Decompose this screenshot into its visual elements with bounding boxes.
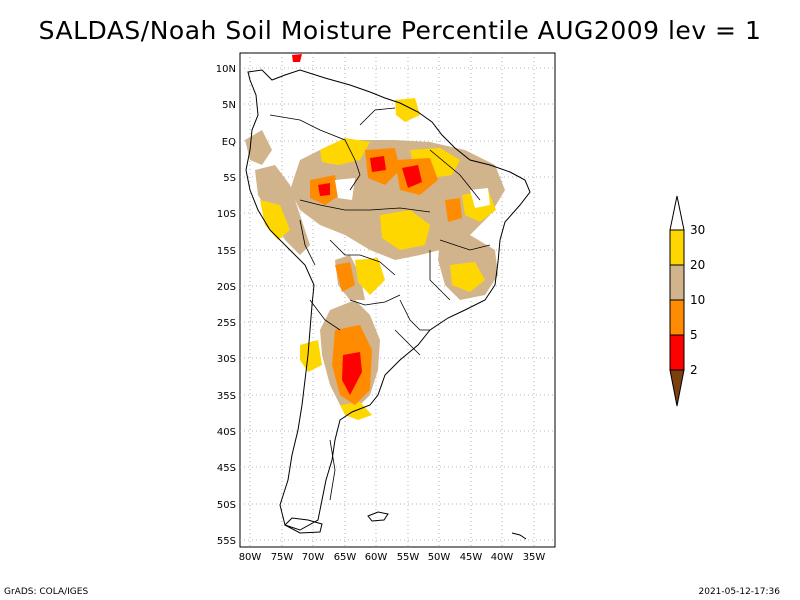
field-gap-1	[335, 178, 355, 200]
lat-label: 55S	[217, 536, 236, 547]
field-colombia-tan	[245, 130, 272, 165]
field-red-4	[318, 183, 330, 196]
lon-label: 55W	[397, 552, 420, 563]
percentile-fields	[245, 54, 505, 420]
tierra-del-fuego	[284, 517, 323, 534]
lon-label: 50W	[428, 552, 451, 563]
field-yellow-7	[340, 402, 372, 420]
lon-label: 45W	[460, 552, 483, 563]
page-title: SALDAS/Noah Soil Moisture Percentile AUG…	[38, 16, 762, 45]
lon-label: 80W	[239, 552, 262, 563]
lon-label: 75W	[271, 552, 294, 563]
map-frame	[239, 52, 556, 548]
lat-label: 10S	[217, 209, 236, 220]
lat-label: 30S	[217, 354, 236, 365]
lat-label: 5N	[222, 100, 236, 111]
lat-label: 25S	[217, 318, 236, 329]
field-yellow-4	[380, 210, 430, 250]
field-gap-2	[470, 188, 490, 208]
field-yellow-6	[260, 200, 290, 240]
falkland-islands	[367, 511, 389, 522]
lat-label: EQ	[222, 137, 236, 148]
lat-label: 10N	[216, 64, 236, 75]
country-borders	[269, 107, 491, 501]
lon-label: 70W	[302, 552, 325, 563]
lon-label: 65W	[334, 552, 357, 563]
field-yellow-8	[300, 340, 322, 372]
field-andes-tan	[255, 165, 310, 255]
field-orange-5	[335, 262, 355, 292]
lat-label: 20S	[217, 282, 236, 293]
timestamp-text: 2021-05-12-17:36	[698, 587, 781, 597]
lat-label: 5S	[223, 173, 236, 184]
lon-label: 35W	[523, 552, 546, 563]
lon-label: 60W	[365, 552, 388, 563]
coastline	[245, 69, 531, 531]
field-red-2	[370, 156, 386, 172]
lat-labels: 10N 5N EQ 5S 10S 15S 20S 25S 30S 35S 40S…	[216, 64, 236, 547]
lat-label: 50S	[217, 500, 236, 511]
field-red-3	[342, 352, 362, 395]
field-yellow-10	[355, 258, 385, 295]
field-orange-6	[445, 198, 462, 222]
lat-label: 40S	[217, 427, 236, 438]
lat-label: 35S	[217, 391, 236, 402]
lon-label: 40W	[491, 552, 514, 563]
field-red-5	[292, 54, 302, 62]
island-south-georgia	[511, 532, 527, 540]
field-yellow-5	[450, 262, 485, 292]
lon-labels: 80W 75W 70W 65W 60W 55W 50W 45W 40W 35W	[239, 552, 546, 563]
credit-text: GrADS: COLA/IGES	[4, 587, 89, 597]
field-yellow-1	[320, 138, 370, 165]
lat-label: 15S	[217, 246, 236, 257]
field-red-1	[402, 165, 422, 188]
lat-label: 45S	[217, 463, 236, 474]
